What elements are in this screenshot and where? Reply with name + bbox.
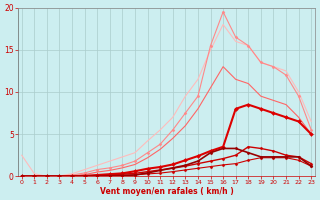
X-axis label: Vent moyen/en rafales ( km/h ): Vent moyen/en rafales ( km/h ) [100,187,233,196]
